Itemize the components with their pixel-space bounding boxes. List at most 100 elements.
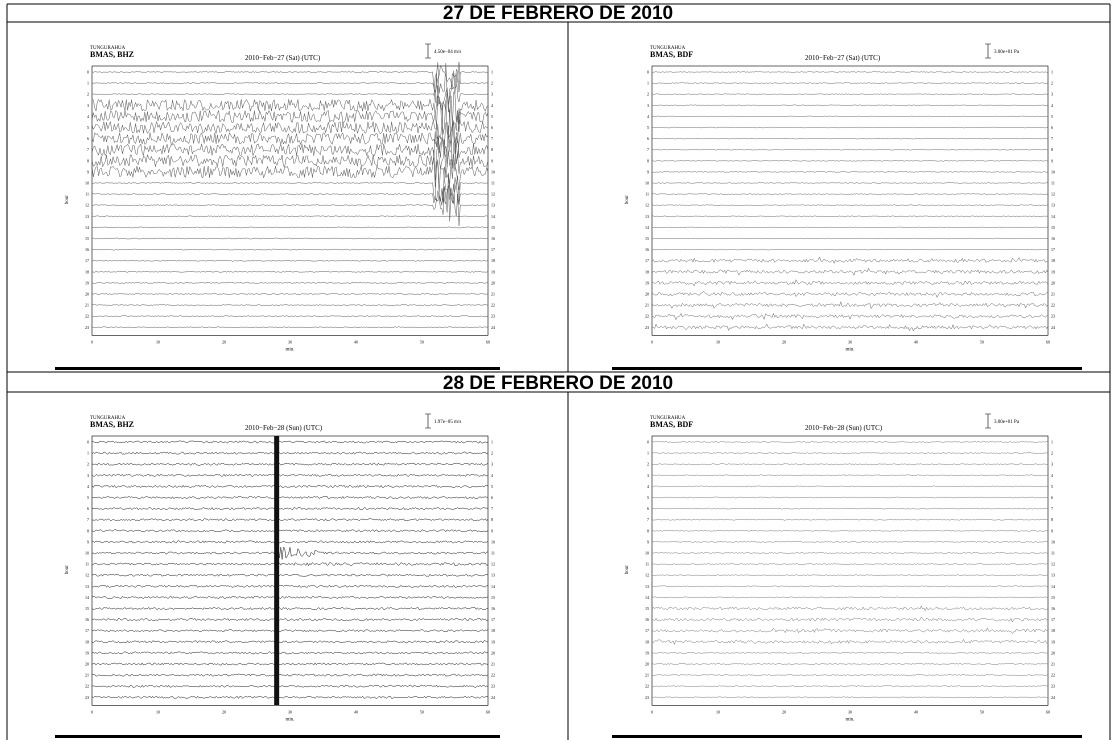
trace	[91, 282, 489, 284]
trace	[91, 695, 488, 699]
hour-label: 23	[491, 314, 495, 319]
hour-label: 5	[647, 495, 649, 500]
x-axis-label: min.	[285, 347, 294, 352]
hour-label: 1	[647, 451, 649, 456]
scale-bar	[425, 43, 431, 59]
trace	[91, 215, 489, 218]
section-title: 27 DE FEBRERO DE 2010	[443, 3, 673, 24]
trace	[651, 71, 1049, 73]
station: BMAS, BHZ	[90, 50, 134, 59]
hour-label: 1	[491, 440, 493, 445]
hour-label: 12	[645, 573, 649, 578]
hour-label: 21	[85, 673, 89, 678]
minute-label: 50	[420, 709, 424, 714]
hour-label: 12	[85, 573, 89, 578]
hour-label: 16	[85, 247, 89, 252]
hour-label: 13	[1051, 573, 1055, 578]
trace	[651, 204, 1048, 206]
minute-label: 30	[288, 339, 292, 344]
trace	[651, 496, 1049, 499]
minute-label: 60	[1046, 709, 1050, 714]
trace	[91, 651, 489, 655]
y-axis-label: hour	[625, 565, 630, 575]
hour-label: 9	[491, 158, 493, 163]
trace	[91, 640, 489, 644]
hour-label: 20	[645, 292, 649, 297]
hour-label: 10	[645, 551, 649, 556]
trace	[91, 440, 489, 444]
trace	[651, 160, 1049, 162]
hour-label: 21	[645, 303, 649, 308]
trace	[651, 256, 1049, 265]
hour-label: 14	[1051, 584, 1055, 589]
trace	[652, 312, 1049, 321]
hour-label: 7	[87, 517, 89, 522]
hour-label: 17	[491, 617, 495, 622]
scale-bar	[985, 43, 991, 59]
minute-label: 20	[222, 709, 226, 714]
scale: 4.50e−04 m/s	[434, 50, 461, 55]
hour-label: 2	[1051, 81, 1053, 86]
hour-label: 17	[645, 258, 649, 263]
hour-label: 12	[1051, 192, 1055, 197]
hour-label: 8	[647, 528, 649, 533]
trace	[91, 259, 489, 262]
trace	[651, 627, 1049, 635]
minute-label: 30	[848, 709, 852, 714]
hour-label: 14	[85, 225, 89, 230]
hour-label: 9	[647, 539, 649, 544]
trace	[651, 267, 1049, 276]
trace	[91, 122, 489, 159]
hour-label: 0	[87, 70, 89, 75]
scale: 3.00e+01 Pa	[994, 420, 1020, 425]
hour-label: 19	[85, 650, 89, 655]
hour-label: 18	[85, 269, 89, 274]
hour-label: 22	[491, 673, 495, 678]
trace	[651, 638, 1049, 646]
trace	[651, 93, 1049, 95]
x-axis-label: min.	[845, 717, 854, 722]
trace	[92, 271, 489, 273]
trace	[91, 462, 489, 466]
hour-label: 19	[1051, 639, 1055, 644]
trace	[651, 563, 1049, 565]
hour-label: 14	[491, 214, 495, 219]
scale: 3.00e+01 Pa	[994, 50, 1020, 55]
hour-label: 12	[491, 192, 495, 197]
y-axis-label: hour	[65, 195, 70, 205]
hour-label: 22	[85, 684, 89, 689]
trace	[651, 323, 1049, 332]
trace	[91, 562, 489, 567]
trace	[651, 463, 1049, 465]
trace	[91, 484, 488, 488]
hour-label: 6	[647, 136, 649, 141]
trace	[651, 82, 1049, 84]
hour-label: 23	[1051, 684, 1055, 689]
trace	[91, 183, 489, 226]
trace	[91, 607, 489, 610]
hour-label: 13	[1051, 203, 1055, 208]
trace	[91, 64, 489, 94]
hour-label: 12	[491, 562, 495, 567]
hour-label: 15	[85, 606, 89, 611]
hour-label: 14	[491, 584, 495, 589]
station: BMAS, BHZ	[90, 420, 134, 429]
hour-label: 3	[1051, 92, 1053, 97]
hour-label: 6	[87, 506, 89, 511]
hour-label: 10	[1051, 169, 1055, 174]
trace	[91, 174, 489, 215]
minute-label: 50	[420, 339, 424, 344]
hour-label: 23	[645, 695, 649, 700]
hour-label: 11	[85, 562, 89, 567]
trace	[651, 685, 1049, 688]
hour-label: 15	[491, 225, 495, 230]
hour-label: 5	[87, 495, 89, 500]
hour-label: 6	[1051, 125, 1053, 130]
hour-label: 11	[491, 551, 495, 556]
minute-label: 10	[716, 339, 720, 344]
trace	[92, 540, 489, 544]
trace	[91, 62, 488, 105]
date: 2010−Feb−27 (Sat) (UTC)	[805, 54, 881, 62]
